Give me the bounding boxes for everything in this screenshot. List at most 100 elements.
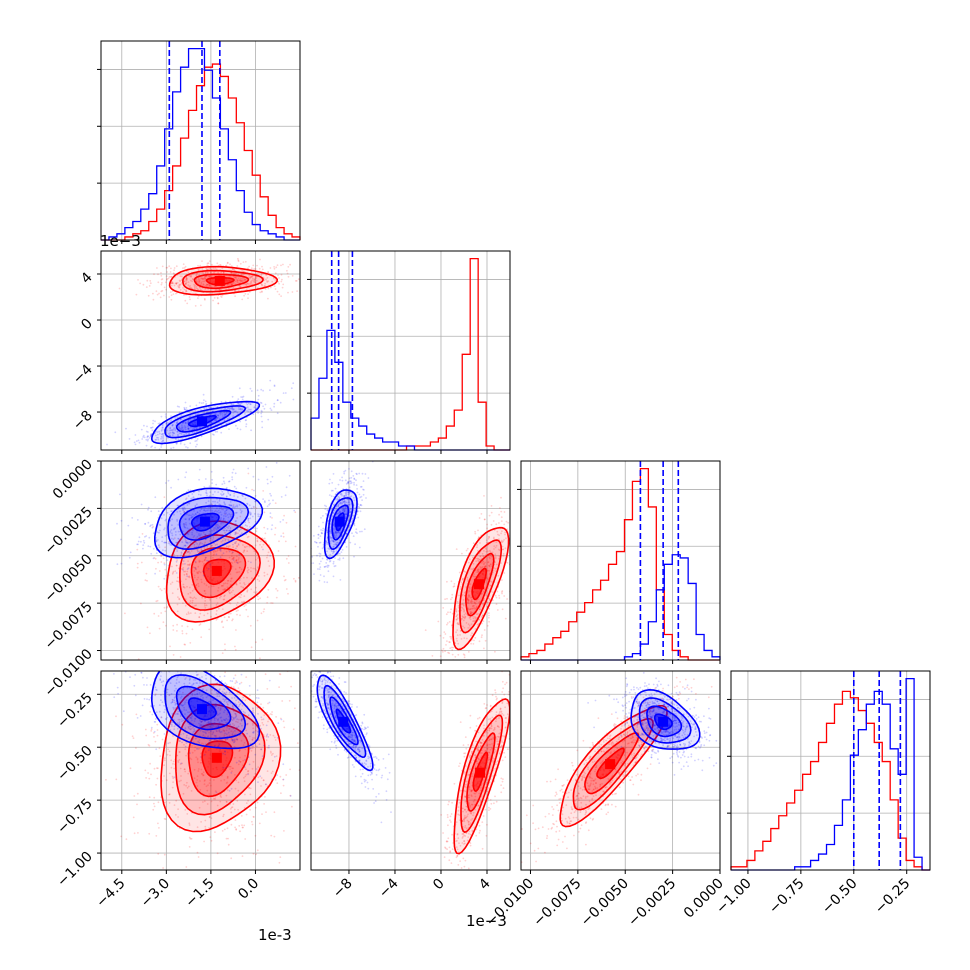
scatter-point — [240, 532, 243, 535]
scatter-point — [195, 568, 198, 571]
scatter-point — [137, 540, 140, 543]
scatter-point — [189, 541, 191, 544]
scatter-point — [252, 280, 255, 282]
scatter-point — [246, 283, 249, 285]
scatter-point — [235, 520, 238, 522]
scatter-point — [186, 513, 188, 515]
scatter-point — [235, 828, 238, 830]
scatter-point — [182, 792, 185, 795]
scatter-point — [160, 436, 163, 438]
scatter-point — [204, 600, 207, 602]
scatter-point — [189, 688, 192, 691]
scatter-point — [184, 570, 187, 573]
scatter-point — [173, 513, 175, 516]
scatter-point — [169, 431, 172, 434]
scatter-point — [256, 527, 258, 530]
scatter-point — [165, 779, 168, 782]
scatter-point — [216, 527, 219, 530]
scatter-point — [224, 527, 226, 530]
scatter-point — [210, 503, 213, 505]
scatter-point — [171, 712, 174, 715]
scatter-point — [266, 556, 268, 559]
scatter-point — [191, 531, 194, 534]
scatter-point — [151, 526, 154, 529]
scatter-point — [187, 281, 190, 283]
scatter-point — [189, 275, 192, 277]
scatter-point — [155, 835, 158, 837]
scatter-point — [470, 642, 472, 645]
scatter-point — [240, 593, 243, 596]
scatter-point — [203, 753, 206, 756]
scatter-point — [182, 263, 185, 266]
scatter-point — [227, 545, 230, 548]
scatter-point — [195, 417, 198, 419]
scatter-point — [233, 485, 236, 488]
scatter-point — [169, 434, 172, 437]
scatter-point — [188, 564, 191, 567]
scatter-point — [168, 432, 170, 435]
scatter-point — [147, 435, 150, 438]
scatter-point — [233, 746, 236, 748]
scatter-point — [279, 856, 282, 858]
scatter-point — [254, 495, 257, 497]
scatter-point — [244, 521, 247, 524]
scatter-point — [252, 264, 255, 267]
scatter-point — [217, 527, 220, 530]
scatter-point — [193, 543, 196, 546]
scatter-point — [220, 431, 223, 434]
scatter-point — [185, 573, 188, 575]
scatter-point — [449, 641, 451, 644]
scatter-point — [156, 267, 158, 269]
scatter-point — [141, 438, 144, 440]
scatter-point — [250, 281, 253, 284]
scatter-point — [160, 290, 163, 293]
scatter-point — [254, 592, 257, 594]
scatter-point — [240, 585, 243, 588]
scatter-point — [240, 511, 243, 514]
scatter-point — [176, 548, 178, 550]
scatter-point — [242, 710, 245, 713]
scatter-point — [197, 572, 200, 575]
scatter-point — [234, 290, 236, 292]
scatter-point — [196, 693, 199, 696]
scatter-point — [200, 724, 203, 726]
scatter-point — [147, 521, 150, 524]
scatter-point — [186, 786, 189, 789]
scatter-point — [228, 612, 230, 615]
density-peak — [211, 752, 222, 763]
scatter-point — [474, 532, 477, 535]
scatter-point — [170, 529, 173, 531]
scatter-point — [152, 547, 155, 550]
scatter-point — [228, 602, 231, 604]
scatter-point — [486, 523, 488, 526]
scatter-point — [183, 743, 185, 746]
scatter-point — [170, 276, 172, 278]
scatter-point — [176, 576, 179, 579]
scatter-point — [175, 572, 178, 574]
scatter-point — [160, 554, 163, 557]
scatter-point — [235, 410, 237, 413]
scatter-point — [231, 282, 233, 285]
scatter-point — [163, 587, 166, 590]
scatter-point — [231, 586, 233, 589]
scatter-point — [206, 494, 208, 497]
scatter-point — [247, 467, 250, 470]
scatter-point — [289, 794, 292, 797]
scatter-point — [236, 691, 239, 694]
scatter-point — [208, 530, 211, 533]
scatter-point — [503, 511, 506, 513]
scatter-point — [182, 732, 185, 735]
scatter-point — [472, 542, 475, 545]
scatter-point — [205, 272, 207, 274]
scatter-point — [184, 727, 187, 729]
scatter-point — [193, 574, 196, 577]
scatter-point — [221, 830, 224, 832]
scatter-point — [194, 568, 197, 571]
scatter-point — [222, 493, 225, 496]
scatter-point — [184, 409, 187, 411]
scatter-point — [171, 775, 174, 778]
scatter-point — [284, 578, 287, 581]
scatter-point — [222, 518, 225, 520]
scatter-point — [165, 718, 168, 720]
scatter-point — [156, 431, 159, 433]
